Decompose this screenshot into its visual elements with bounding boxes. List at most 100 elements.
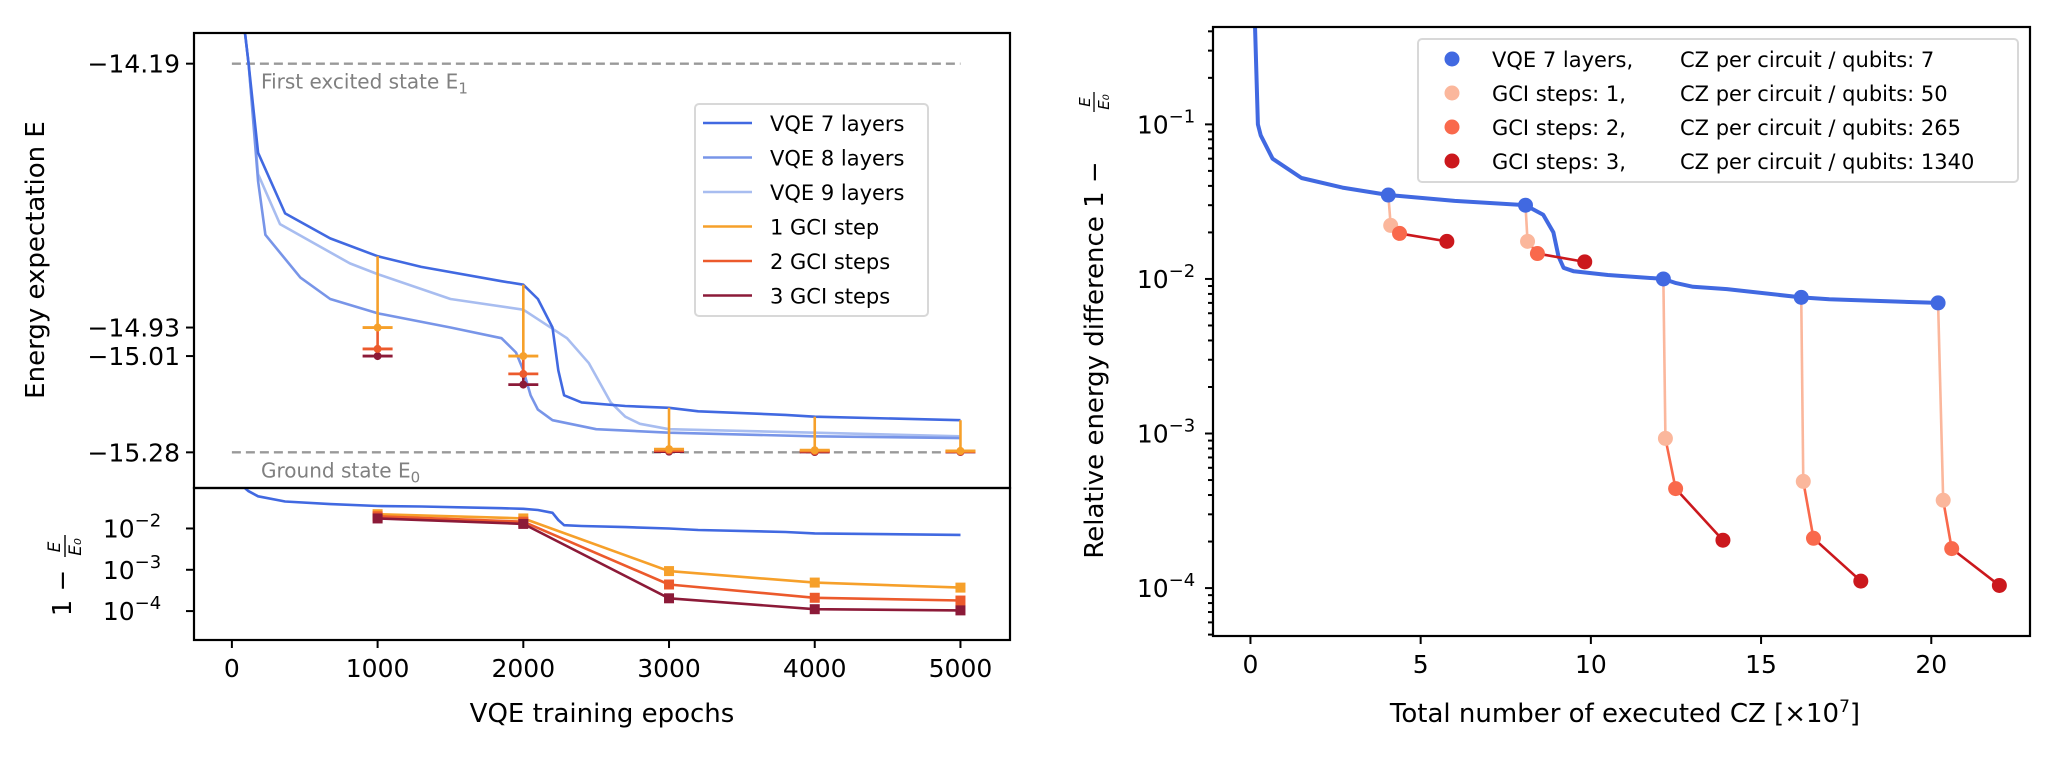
relative-marker <box>664 579 675 590</box>
relative-epochs-panel: 10−2 10−3 10−4 0 1000 2000 3000 4000 5000 1 − E… <box>45 486 1012 729</box>
relative-cz-y-ticks: 10−1 10−2 10−3 10−4 <box>1137 30 1213 636</box>
relative-epochs-y-axis-label: 1 − E E₀ <box>45 535 86 616</box>
legend-label: VQE 7 layers <box>770 112 905 136</box>
gci-cz-connector <box>1802 481 1815 539</box>
subscript: 1 <box>458 80 468 98</box>
cz-point-vqe-7-layers <box>1793 289 1809 305</box>
gci-point <box>665 445 674 454</box>
cz-point-vqe-7-layers <box>1930 295 1946 311</box>
ground-label: Ground state E0 <box>261 458 420 486</box>
gci-cz-connector <box>1799 297 1805 482</box>
x-tick-label: 20 <box>1915 650 1947 679</box>
gci-point <box>519 380 528 389</box>
y-tick-label: 10−3 <box>1137 416 1195 449</box>
cz-point-vqe-7-layers <box>1380 187 1396 203</box>
relative-epochs-x-axis-label: VQE training epochs <box>470 699 735 729</box>
legend-label-cz: CZ per circuit / qubits: 50 <box>1680 82 1948 106</box>
x-tick-label: 4000 <box>783 654 847 683</box>
gci-cz-connector <box>1399 232 1448 243</box>
energy-line-vqe-8-layers <box>243 33 961 440</box>
cz-point-vqe-7-layers <box>1655 271 1671 287</box>
gci-point <box>810 446 819 455</box>
x-tick-label: 3000 <box>637 654 701 683</box>
relative-cz-plot-area <box>1253 27 2007 593</box>
gci-point <box>373 344 382 353</box>
relative-cz-y-axis-label: Relative energy difference 1 − E E₀ <box>1076 92 1113 559</box>
relative-marker <box>518 518 529 529</box>
gci-point <box>956 446 965 455</box>
y-tick-label: 10−4 <box>1137 570 1195 603</box>
cz-point-gci-steps-1 <box>1657 430 1673 446</box>
exponent: −3 <box>1169 416 1196 437</box>
frac-den: E₀ <box>1095 94 1113 110</box>
relative-marker <box>809 592 820 603</box>
relative-cz-panel: 10−1 10−2 10−3 10−4 0 5 10 15 20 Relative energ… <box>1076 25 2032 729</box>
cz-point-gci-steps-1 <box>1520 233 1536 249</box>
cz-point-gci-steps-2 <box>1805 530 1821 546</box>
legend-marker <box>1444 153 1460 169</box>
exponent: −2 <box>1169 261 1196 282</box>
x-tick-label: 0 <box>1242 650 1258 679</box>
cz-point-gci-steps-3 <box>1991 577 2007 593</box>
relative-marker <box>955 582 966 593</box>
gci-cz-connector <box>1936 302 1945 501</box>
cz-point-gci-steps-3 <box>1439 233 1455 249</box>
cz-point-gci-steps-3 <box>1577 254 1593 270</box>
gci-point <box>519 369 528 378</box>
gci-cz-connector <box>1662 278 1667 439</box>
relative-cz-x-axis-label: Total number of executed CZ [×107] <box>1389 697 1860 729</box>
legend-label: 3 GCI steps <box>770 285 890 309</box>
legend-marker <box>1444 119 1460 135</box>
x-tick-label: 2000 <box>492 654 556 683</box>
legend-label: 1 GCI step <box>770 216 879 240</box>
legend-label: VQE 8 layers <box>770 147 905 171</box>
x-tick-label: 0 <box>224 654 240 683</box>
x-tick-label: 15 <box>1745 650 1777 679</box>
exponent: −2 <box>135 510 162 531</box>
relative-marker <box>955 605 966 616</box>
gci-cz-connector <box>1664 438 1677 489</box>
cz-point-gci-steps-1 <box>1795 473 1811 489</box>
relative-marker <box>372 513 383 524</box>
x-tick-label: 10 <box>1575 650 1607 679</box>
exponent: −1 <box>1169 106 1196 127</box>
relative-marker <box>809 577 820 588</box>
gci-cz-connector <box>1674 487 1724 542</box>
legend-label: GCI steps: 2, <box>1492 116 1626 140</box>
energy-legend: VQE 7 layers VQE 8 layers VQE 9 layers 1 GC… <box>694 103 929 317</box>
relative-epochs-x-ticks: 0 1000 2000 3000 4000 5000 <box>224 640 992 683</box>
relative-marker <box>955 595 966 606</box>
relative-epochs-axes-frame <box>192 486 1012 642</box>
gci-point <box>373 352 382 361</box>
relative-line-1-gci-step <box>377 512 961 589</box>
legend-box <box>1417 38 2019 183</box>
cz-point-vqe-7-layers <box>1518 197 1534 213</box>
legend-label-cz: CZ per circuit / qubits: 7 <box>1680 48 1934 72</box>
legend-marker <box>1444 85 1460 101</box>
gci-cz-connector <box>1950 547 2001 587</box>
energy-y-ticks: −14.19 −14.93−15.01 −15.28 <box>87 50 194 467</box>
y-tick-label: −15.28 <box>87 438 180 467</box>
y-tick-label: −14.19 <box>87 50 180 79</box>
cz-point-gci-steps-2 <box>1668 481 1684 497</box>
y-tick-label: 10−2 <box>103 510 161 543</box>
relative-cz-legend: VQE 7 layers, CZ per circuit / qubits: 7 G… <box>1417 38 2019 183</box>
gci-cz-connector <box>1941 500 1953 549</box>
gci-cz-connector <box>1812 537 1862 583</box>
relative-epochs-plot-area <box>244 488 966 616</box>
legend-label: GCI steps: 3, <box>1492 150 1626 174</box>
y-tick-label: −14.93 <box>87 314 180 343</box>
frac-den: E₀ <box>66 538 86 556</box>
gci-point <box>519 352 528 361</box>
cz-point-gci-steps-2 <box>1529 246 1545 262</box>
cz-point-gci-steps-3 <box>1715 532 1731 548</box>
exponent: −4 <box>1169 570 1196 591</box>
legend-label: GCI steps: 1, <box>1492 82 1626 106</box>
x-tick-label: 5 <box>1413 650 1429 679</box>
legend-label: VQE 9 layers <box>770 181 905 205</box>
y-tick-label: 10−2 <box>1137 261 1195 294</box>
exponent: −4 <box>135 593 162 614</box>
first-excited-label: First excited state E1 <box>261 70 468 98</box>
gci-point <box>373 323 382 332</box>
legend-box <box>694 103 929 317</box>
